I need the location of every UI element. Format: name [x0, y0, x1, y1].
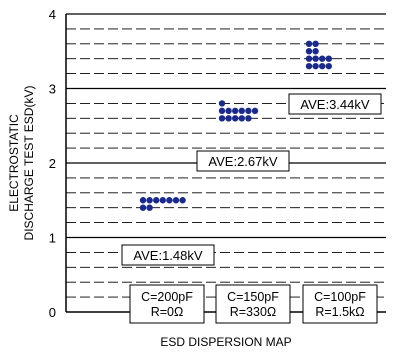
- condition-label: C=150pF: [227, 290, 279, 304]
- average-label-box: [121, 244, 215, 266]
- condition-label: R=0Ω: [151, 305, 184, 319]
- x-axis-title: ESD DISPERSION MAP: [160, 335, 291, 349]
- average-label: AVE:2.67kV: [208, 154, 277, 169]
- data-point: [225, 115, 232, 122]
- condition-label: R=330Ω: [230, 305, 277, 319]
- data-point: [218, 100, 226, 107]
- data-point: [218, 115, 226, 122]
- data-point: [146, 197, 153, 204]
- data-points: [139, 40, 332, 211]
- data-point: [159, 197, 166, 204]
- y-axis-title-line2: DISCHARGE TEST ESD(kV): [22, 86, 36, 241]
- data-point: [146, 204, 153, 211]
- condition-box: [215, 284, 291, 324]
- data-point: [245, 107, 252, 115]
- data-point: [179, 197, 186, 204]
- y-tick-label: 4: [49, 7, 56, 22]
- data-point: [325, 55, 332, 62]
- data-point: [312, 40, 319, 47]
- data-point: [225, 107, 232, 115]
- y-tick-label: 1: [49, 231, 56, 246]
- condition-box: [302, 284, 378, 324]
- data-point: [319, 55, 326, 62]
- data-point: [218, 107, 226, 115]
- data-point: [172, 197, 180, 204]
- data-point: [238, 115, 245, 122]
- average-labels: AVE:1.48kV AVE:2.67kV AVE:3.44kV: [121, 93, 382, 266]
- average-label: AVE:1.48kV: [133, 248, 202, 263]
- y-tick-labels: 0 1 2 3 4: [49, 7, 56, 320]
- y-tick-label: 2: [49, 156, 56, 171]
- grid-lines: [66, 13, 386, 298]
- data-point: [312, 55, 319, 62]
- data-point: [305, 55, 313, 62]
- data-point: [232, 115, 239, 122]
- average-label-box: [288, 93, 382, 115]
- average-label-box: [196, 150, 290, 172]
- condition-label: R=1.5kΩ: [315, 305, 364, 319]
- data-point: [139, 204, 147, 211]
- data-point: [325, 62, 332, 70]
- condition-label: C=100pF: [314, 290, 366, 304]
- data-point: [251, 107, 259, 115]
- data-point: [238, 107, 245, 115]
- data-point: [305, 62, 313, 70]
- data-point: [153, 197, 160, 204]
- y-tick-label: 0: [49, 305, 56, 320]
- data-point: [319, 62, 326, 70]
- data-point: [312, 48, 319, 55]
- average-label: AVE:3.44kV: [300, 97, 369, 112]
- data-point: [312, 62, 319, 70]
- data-point: [305, 48, 313, 55]
- condition-box: [129, 284, 205, 324]
- data-point: [139, 197, 147, 204]
- y-axis-title-line1: ELECTROSTATIC: [7, 114, 21, 212]
- data-point: [305, 40, 313, 47]
- data-point: [245, 115, 252, 122]
- data-point: [232, 107, 239, 115]
- data-point: [166, 197, 173, 204]
- condition-label: C=200pF: [141, 290, 193, 304]
- y-tick-label: 3: [49, 82, 56, 97]
